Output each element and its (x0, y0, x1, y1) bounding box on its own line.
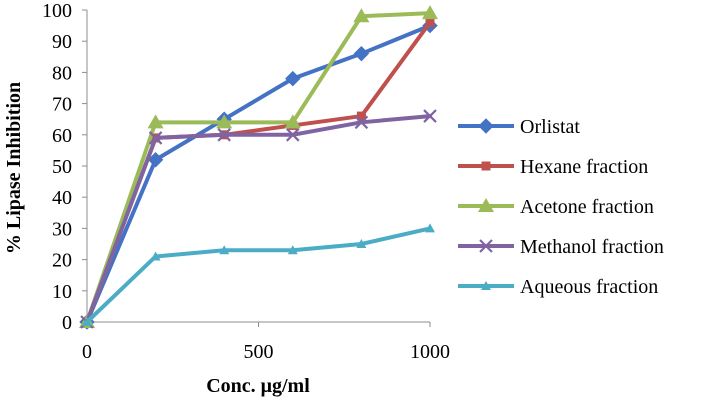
x-tick-label: 0 (82, 341, 92, 363)
data-point (422, 5, 438, 20)
y-tick-label: 90 (52, 31, 72, 53)
data-point (286, 128, 300, 142)
data-point (219, 245, 230, 255)
legend-marker (478, 118, 494, 134)
x-axis-title: Conc. μg/ml (206, 375, 310, 397)
y-tick-label: 20 (52, 250, 72, 272)
y-tick-label: 0 (62, 312, 72, 334)
legend-marker (481, 161, 491, 171)
legend-label: Hexane fraction (520, 156, 648, 178)
legend-label: Orlistat (520, 116, 580, 138)
legend-item: Methanol fraction (458, 236, 664, 258)
data-point (148, 131, 163, 145)
legend-marker (479, 239, 493, 253)
data-point (423, 109, 437, 123)
legend-label: Acetone fraction (520, 196, 654, 218)
y-tick-label: 80 (52, 62, 72, 84)
series-aqueous-fraction (82, 223, 435, 326)
legend: Orlistat Hexane fraction Acetone fraction M… (458, 116, 664, 298)
series-line (85, 23, 432, 324)
data-point (150, 251, 161, 261)
y-tick-label: 60 (52, 125, 72, 147)
data-point (285, 70, 301, 87)
data-point (82, 317, 92, 326)
y-axis: 0 10 20 30 40 50 60 70 80 90 100 (42, 0, 88, 334)
y-axis-title: % Lipase Inhibition (3, 82, 25, 254)
y-tick-label: 10 (52, 281, 72, 303)
x-tick-label: 500 (244, 341, 274, 363)
legend-label: Aqueous fraction (520, 276, 658, 298)
legend-item: Acetone fraction (458, 196, 654, 218)
data-point (284, 114, 301, 129)
legend-item: Orlistat (458, 116, 580, 138)
data-point (356, 239, 367, 248)
y-tick-label: 30 (52, 218, 72, 240)
data-point (353, 45, 370, 62)
data-point (147, 114, 164, 129)
x-tick-label: 1000 (410, 341, 450, 363)
series-line (85, 226, 432, 324)
data-point (354, 115, 369, 130)
series-hexane-fraction (82, 17, 435, 327)
data-point (425, 223, 435, 233)
data-point (217, 128, 231, 142)
y-tick-label: 70 (52, 94, 72, 116)
x-axis: 0 500 1000 (82, 321, 450, 363)
y-tick-label: 100 (42, 0, 72, 22)
legend-marker (478, 198, 494, 212)
data-point (287, 245, 298, 255)
series-methanol-fraction (80, 109, 437, 329)
legend-item: Hexane fraction (458, 156, 648, 178)
data-point (353, 8, 370, 23)
series-orlistat (79, 17, 438, 330)
legend-item: Aqueous fraction (458, 276, 658, 298)
legend-marker (481, 281, 491, 290)
legend-label: Methanol fraction (520, 236, 664, 258)
plot-area (79, 5, 438, 330)
series-line (85, 11, 432, 324)
y-tick-label: 40 (52, 187, 72, 209)
data-point (425, 17, 435, 27)
data-point (356, 111, 366, 121)
data-point (216, 114, 233, 129)
data-point (147, 152, 164, 168)
series-line (85, 114, 432, 324)
y-tick-label: 50 (52, 156, 72, 178)
